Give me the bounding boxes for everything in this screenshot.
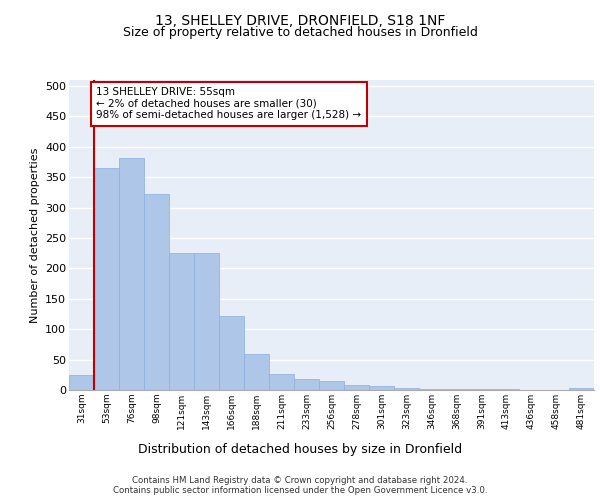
Text: 13 SHELLEY DRIVE: 55sqm
← 2% of detached houses are smaller (30)
98% of semi-det: 13 SHELLEY DRIVE: 55sqm ← 2% of detached… bbox=[97, 88, 362, 120]
Bar bbox=[119, 158, 144, 390]
Bar bbox=[394, 388, 419, 390]
Bar bbox=[219, 316, 244, 390]
Bar bbox=[69, 375, 94, 390]
Bar bbox=[244, 354, 269, 390]
Bar bbox=[569, 388, 594, 390]
Y-axis label: Number of detached properties: Number of detached properties bbox=[29, 148, 40, 322]
Text: Distribution of detached houses by size in Dronfield: Distribution of detached houses by size … bbox=[138, 442, 462, 456]
Bar bbox=[319, 382, 344, 390]
Bar bbox=[269, 374, 294, 390]
Bar bbox=[144, 194, 169, 390]
Bar bbox=[444, 389, 469, 390]
Text: Contains HM Land Registry data © Crown copyright and database right 2024.: Contains HM Land Registry data © Crown c… bbox=[132, 476, 468, 485]
Bar bbox=[294, 379, 319, 390]
Bar bbox=[194, 253, 219, 390]
Text: Contains public sector information licensed under the Open Government Licence v3: Contains public sector information licen… bbox=[113, 486, 487, 495]
Bar bbox=[94, 168, 119, 390]
Bar bbox=[419, 389, 444, 390]
Text: Size of property relative to detached houses in Dronfield: Size of property relative to detached ho… bbox=[122, 26, 478, 39]
Bar bbox=[369, 386, 394, 390]
Text: 13, SHELLEY DRIVE, DRONFIELD, S18 1NF: 13, SHELLEY DRIVE, DRONFIELD, S18 1NF bbox=[155, 14, 445, 28]
Bar bbox=[344, 385, 369, 390]
Bar bbox=[169, 252, 194, 390]
